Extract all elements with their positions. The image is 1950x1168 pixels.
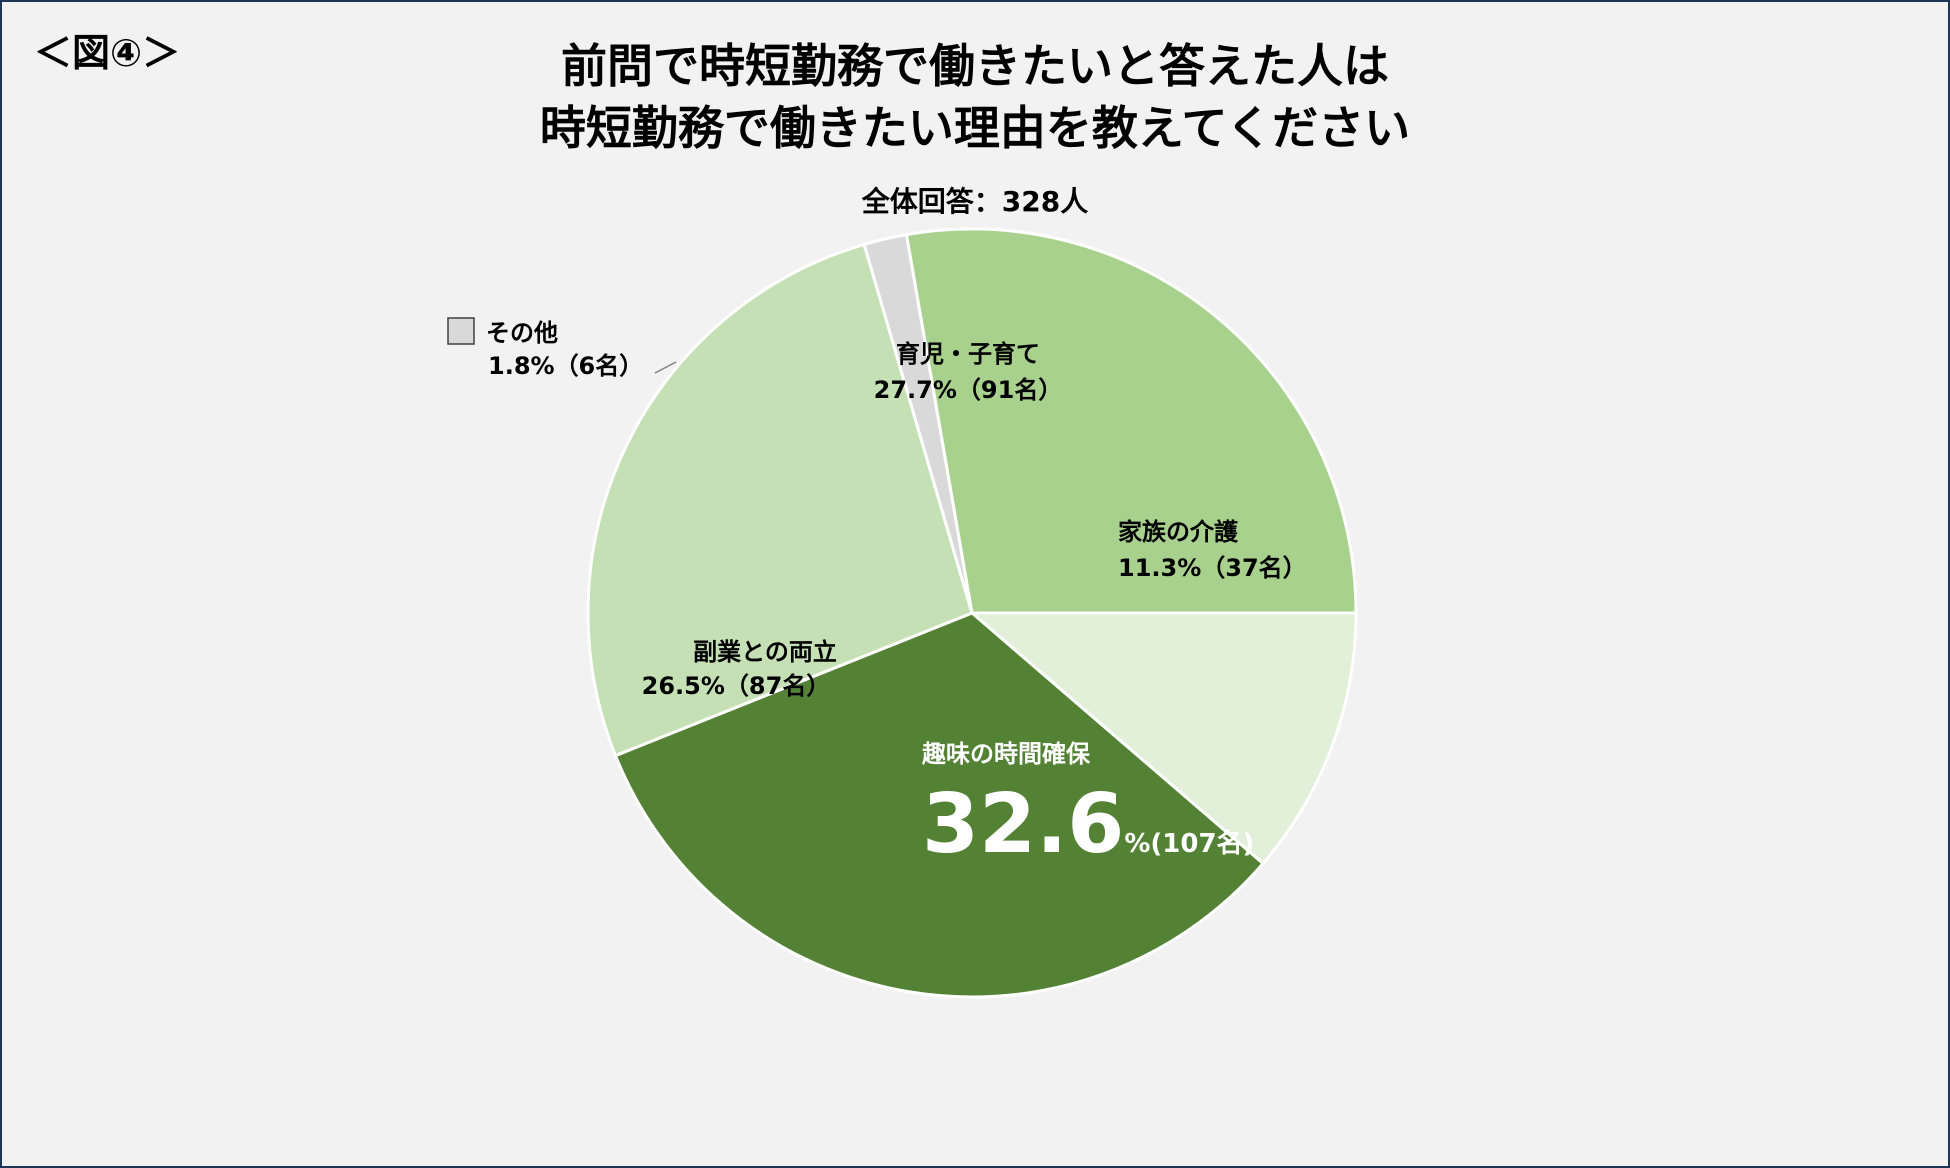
slice-label-other-name: その他 — [486, 319, 558, 347]
svg-text:32.6%(107名): 32.6%(107名) — [922, 777, 1254, 872]
slice-label-hobby-percent: 32.6 — [922, 777, 1124, 872]
slice-childcare — [904, 227, 1358, 615]
slice-label-childcare-name: 育児・子育て — [896, 340, 1040, 368]
slice-family-care — [967, 611, 1358, 866]
total-respondents: 全体回答：328人 — [861, 185, 1089, 218]
other-leader-line — [654, 361, 677, 374]
chart-title-line1: 前問で時短勤務で働きたいと答えた人は — [561, 39, 1389, 93]
slice-label-side-job-name: 副業との両立 — [693, 638, 837, 666]
slice-label-family-care-value: 11.3%（37名） — [1118, 554, 1307, 582]
chart-title-line2: 時短勤務で働きたい理由を教えてください — [539, 101, 1411, 155]
slice-label-side-job-value: 26.5%（87名） — [642, 672, 831, 700]
pie-slices — [586, 227, 1358, 999]
slice-label-childcare-value: 27.7%（91名） — [874, 376, 1063, 404]
slice-label-other-value: 1.8%（6名） — [488, 352, 643, 380]
slice-label-family-care-name: 家族の介護 — [1118, 518, 1239, 546]
other-legend-swatch — [447, 317, 475, 345]
slice-hobby — [613, 611, 1266, 999]
slice-side-job — [586, 242, 974, 758]
slice-label-hobby-name: 趣味の時間確保 — [921, 740, 1091, 768]
slice-label-hobby-count: %(107名) — [1124, 828, 1254, 859]
figure-label: ＜図④＞ — [34, 31, 181, 75]
